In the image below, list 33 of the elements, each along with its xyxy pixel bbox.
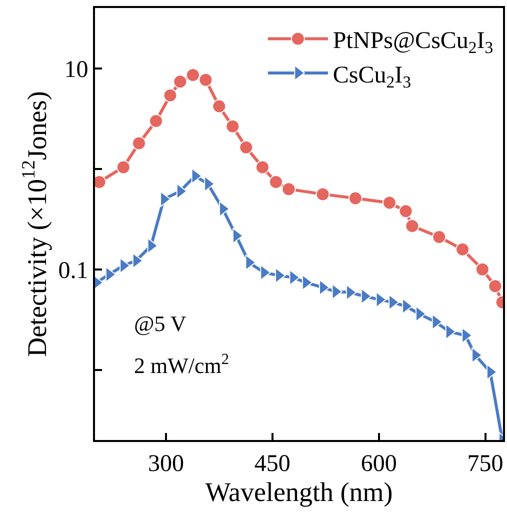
x-tick-label: 450 bbox=[254, 450, 290, 477]
point bbox=[398, 204, 413, 218]
point bbox=[475, 262, 490, 276]
x-tick-label: 750 bbox=[467, 450, 504, 477]
point bbox=[348, 191, 362, 206]
x-tick-label: 300 bbox=[148, 450, 184, 477]
point bbox=[282, 182, 296, 196]
annotation: 2 mW/cm$^{2}$ bbox=[134, 351, 230, 378]
point bbox=[116, 160, 130, 174]
point bbox=[212, 99, 226, 114]
point bbox=[226, 119, 240, 134]
point bbox=[316, 187, 330, 202]
point bbox=[132, 136, 146, 150]
point bbox=[163, 88, 178, 102]
x-tick-label: 600 bbox=[360, 450, 397, 477]
point bbox=[173, 74, 188, 89]
y-tick-label: 10 bbox=[64, 56, 88, 83]
point bbox=[382, 196, 396, 210]
point bbox=[405, 219, 420, 234]
annotation: @5 V bbox=[134, 311, 186, 336]
point bbox=[456, 242, 470, 256]
point bbox=[432, 230, 446, 244]
legend-label: PtNPs@CsCu$_{2}$I$_{3}$ bbox=[332, 28, 494, 58]
point bbox=[239, 140, 254, 154]
point bbox=[255, 160, 270, 174]
point bbox=[186, 68, 200, 82]
legend-label: CsCu$_{2}$I$_{3}$ bbox=[332, 62, 412, 92]
point bbox=[488, 279, 502, 294]
point bbox=[268, 175, 283, 190]
y-tick-label: 0.1 bbox=[58, 258, 88, 284]
x-axis-title: Wavelength (nm) bbox=[205, 476, 393, 507]
point bbox=[149, 114, 164, 128]
point bbox=[198, 72, 213, 87]
